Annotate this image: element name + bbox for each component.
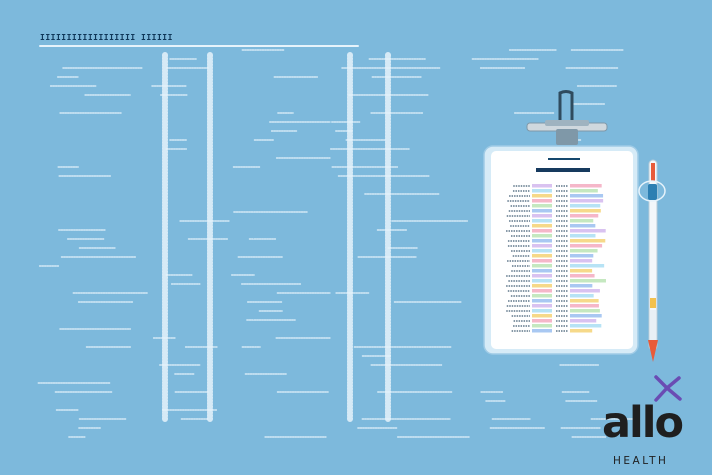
heading-scribble: IIIIIIIIIIIIIIIIII IIIIII (40, 33, 173, 42)
sheet-cell (570, 199, 604, 203)
sheet-cell (532, 279, 552, 283)
sheet-cell (532, 234, 552, 238)
thermometer-icon (638, 159, 666, 362)
sheet-cell (532, 254, 552, 258)
sheet-cell (570, 324, 602, 328)
sheet-cell (570, 319, 597, 323)
sheet-cell (532, 264, 552, 268)
sheet-cell (570, 254, 594, 258)
sheet-cell (570, 249, 598, 253)
brand-logo: allo HEALTH (602, 372, 706, 472)
sheet-cell (570, 304, 599, 308)
sheet-cell (570, 274, 595, 278)
sheet-cell (532, 289, 552, 293)
sheet-cell (570, 214, 599, 218)
sheet-cell (532, 224, 552, 228)
sheet-cell (532, 304, 552, 308)
sheet-cell (532, 284, 552, 288)
sheet-cell (570, 189, 598, 193)
sheet-cell (570, 234, 596, 238)
sheet-cell (570, 269, 593, 273)
sheet-cell (570, 219, 594, 223)
sheet-cell (532, 259, 552, 263)
sheet-cell (532, 249, 552, 253)
sheet-cell (570, 284, 593, 288)
sheet-cell (570, 229, 606, 233)
sheet-cell (532, 219, 552, 223)
sheet-cell (570, 184, 602, 188)
sheet-cell (570, 309, 600, 313)
sheet-cell (570, 209, 601, 213)
sheet-cell (570, 194, 604, 198)
brand-subtitle: HEALTH (613, 455, 669, 467)
sheet-cell (570, 289, 600, 293)
sheet-cell (570, 244, 603, 248)
sheet-cell (532, 274, 552, 278)
sheet-cell (532, 319, 552, 323)
sheet-cell (570, 204, 601, 208)
sheet-cell (532, 189, 552, 193)
sheet-cell (570, 299, 599, 303)
sheet-cell (532, 294, 552, 298)
sheet-cell (570, 224, 596, 228)
sheet-cell (532, 199, 552, 203)
sheet-cell (532, 244, 552, 248)
brand-wordmark: allo (602, 398, 684, 448)
sheet-cell (570, 279, 606, 283)
sheet-cell (532, 194, 552, 198)
sheet-cell (532, 209, 552, 213)
sheet-cell (570, 239, 606, 243)
sheet-cell (532, 214, 552, 218)
sheet-cell (532, 229, 552, 233)
sheet-cell (532, 309, 552, 313)
sheet-cell (570, 259, 593, 263)
sheet-cell (532, 329, 552, 333)
sheet-cell (532, 299, 552, 303)
sheet-cell (532, 184, 552, 188)
sheet-cell (570, 314, 602, 318)
sheet-cell (532, 314, 552, 318)
clipboard-table (506, 184, 606, 333)
sheet-cell (532, 204, 552, 208)
background-data-scribble (37, 45, 641, 438)
sheet-cell (532, 269, 552, 273)
sheet-cell (570, 329, 593, 333)
logo-mark-icon (654, 375, 682, 402)
clipboard-icon (483, 90, 639, 355)
sheet-cell (532, 239, 552, 243)
sheet-cell (532, 324, 552, 328)
sheet-cell (570, 294, 594, 298)
sheet-cell (570, 264, 605, 268)
